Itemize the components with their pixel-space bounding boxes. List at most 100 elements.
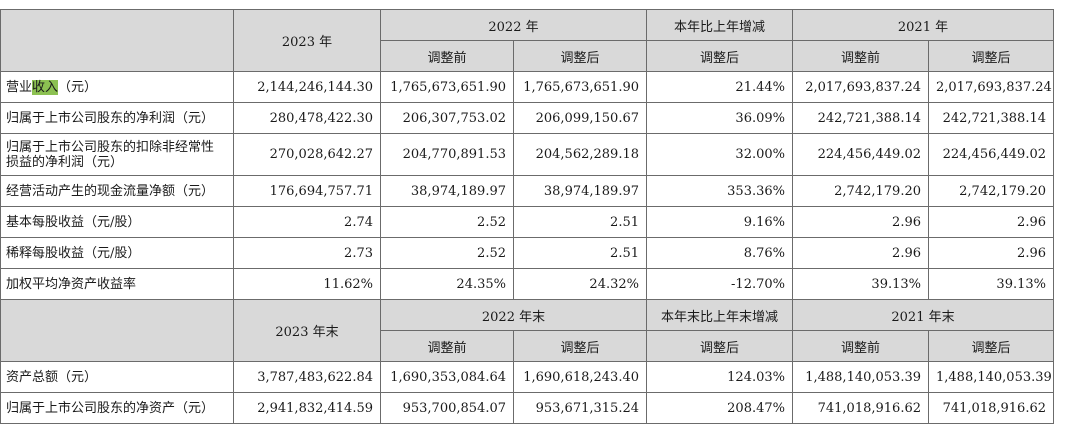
value-2021-before: 2,742,179.20 [792,175,929,207]
value-2022-after: 1,765,673,651.90 [513,71,647,103]
value-2022-after: 953,671,315.24 [513,392,647,424]
financial-data-table: 2023 年 2022 年 本年比上年增减 2021 年 调整前 调整后 调整后… [0,9,1054,424]
header-row: 2023 年 2022 年 本年比上年增减 2021 年 [0,9,1054,72]
value-2021-before: 2.96 [792,237,929,269]
header-2022-before: 调整前 [380,40,514,72]
value-change: 9.16% [646,206,793,238]
table-row: 基本每股收益（元/股） 2.74 2.52 2.51 9.16% 2.96 2.… [0,206,1054,238]
header-2022-after: 调整后 [513,330,647,362]
value-2023: 2.74 [233,206,381,238]
value-2021-before: 242,721,388.14 [792,102,929,134]
value-change: 124.03% [646,361,793,393]
value-2022-after: 2.51 [513,206,647,238]
value-2021-before: 741,018,916.62 [792,392,929,424]
value-change: 21.44% [646,71,793,103]
row-label: 经营活动产生的现金流量净额（元） [0,175,234,207]
value-2021-before: 39.13% [792,268,929,300]
value-change: 8.76% [646,237,793,269]
value-2022-before: 38,974,189.97 [380,175,514,207]
value-2021-after: 2.96 [928,206,1054,238]
value-2023: 11.62% [233,268,381,300]
value-2022-before: 206,307,753.02 [380,102,514,134]
header-subrow: 调整前 调整后 调整后 调整前 调整后 [1,330,1054,362]
value-2021-before: 1,488,140,053.39 [792,361,929,393]
header-2022-after: 调整后 [513,40,647,72]
value-2022-before: 1,765,673,651.90 [380,71,514,103]
value-2023: 270,028,642.27 [233,133,381,176]
value-2022-before: 24.35% [380,268,514,300]
header-change-after: 调整后 [646,330,793,362]
value-2022-after: 206,099,150.67 [513,102,647,134]
header-2022-before: 调整前 [380,330,514,362]
value-change: 36.09% [646,102,793,134]
row-label: 归属于上市公司股东的净资产（元） [0,392,234,424]
header-2021-after: 调整后 [928,330,1054,362]
header-2021: 2021 年 [792,9,1054,41]
highlighted-text: 收入 [32,79,59,95]
header-2021-before: 调整前 [792,330,929,362]
value-change: -12.70% [646,268,793,300]
header-corner-cell [0,299,234,362]
table-row: 归属于上市公司股东的扣除非经常性损益的净利润（元） 270,028,642.27… [0,133,1054,176]
value-2023: 3,787,483,622.84 [233,361,381,393]
value-2022-before: 953,700,854.07 [380,392,514,424]
table-row: 加权平均净资产收益率 11.62% 24.35% 24.32% -12.70% … [0,268,1054,300]
header-change: 本年比上年增减 [646,9,793,41]
value-2022-after: 24.32% [513,268,647,300]
value-2023: 2.73 [233,237,381,269]
value-2021-before: 2.96 [792,206,929,238]
value-2022-after: 204,562,289.18 [513,133,647,176]
row-label: 资产总额（元） [0,361,234,393]
value-2021-after: 2,017,693,837.24 [928,71,1054,103]
value-2022-before: 2.52 [380,237,514,269]
value-change: 353.36% [646,175,793,207]
header-2021-end: 2021 年末 [792,299,1054,331]
row-label: 基本每股收益（元/股） [0,206,234,238]
value-2023: 2,941,832,414.59 [233,392,381,424]
table-row: 资产总额（元） 3,787,483,622.84 1,690,353,084.6… [0,361,1054,393]
header-2021-before: 调整前 [792,40,929,72]
value-2021-before: 2,017,693,837.24 [792,71,929,103]
header-2022: 2022 年 [380,9,647,41]
value-2022-before: 1,690,353,084.64 [380,361,514,393]
header-corner-cell [0,9,234,72]
table-row: 营业收入（元） 2,144,246,144.30 1,765,673,651.9… [0,71,1054,103]
header-subrow: 调整前 调整后 调整后 调整前 调整后 [1,40,1054,72]
table-row: 稀释每股收益（元/股） 2.73 2.52 2.51 8.76% 2.96 2.… [0,237,1054,269]
value-2021-after: 2,742,179.20 [928,175,1054,207]
value-2021-after: 242,721,388.14 [928,102,1054,134]
header-change-after: 调整后 [646,40,793,72]
value-2023: 2,144,246,144.30 [233,71,381,103]
value-change: 32.00% [646,133,793,176]
header-2021-after: 调整后 [928,40,1054,72]
value-2023: 280,478,422.30 [233,102,381,134]
value-2021-after: 1,488,140,053.39 [928,361,1054,393]
header-row: 2023 年末 2022 年末 本年末比上年末增减 2021 年末 [0,299,1054,362]
value-2022-after: 2.51 [513,237,647,269]
row-label-suffix: （元） [58,79,98,95]
table-row: 归属于上市公司股东的净利润（元） 280,478,422.30 206,307,… [0,102,1054,134]
table-row: 经营活动产生的现金流量净额（元） 176,694,757.71 38,974,1… [0,175,1054,207]
header-2023-end: 2023 年末 [233,299,381,362]
value-change: 208.47% [646,392,793,424]
value-2022-after: 38,974,189.97 [513,175,647,207]
header-2023: 2023 年 [233,9,381,72]
row-label: 稀释每股收益（元/股） [0,237,234,269]
value-2022-after: 1,690,618,243.40 [513,361,647,393]
table-row: 归属于上市公司股东的净资产（元） 2,941,832,414.59 953,70… [0,392,1054,424]
row-label: 营业收入（元） [0,71,234,103]
value-2021-after: 39.13% [928,268,1054,300]
value-2021-after: 224,456,449.02 [928,133,1054,176]
row-label-prefix: 营业 [6,79,33,95]
value-2021-after: 2.96 [928,237,1054,269]
header-2022-end: 2022 年末 [380,299,647,331]
value-2022-before: 2.52 [380,206,514,238]
row-label: 归属于上市公司股东的净利润（元） [0,102,234,134]
value-2021-after: 741,018,916.62 [928,392,1054,424]
row-label: 归属于上市公司股东的扣除非经常性损益的净利润（元） [0,133,234,176]
header-change-end: 本年末比上年末增减 [646,299,793,331]
row-label: 加权平均净资产收益率 [0,268,234,300]
value-2022-before: 204,770,891.53 [380,133,514,176]
value-2023: 176,694,757.71 [233,175,381,207]
value-2021-before: 224,456,449.02 [792,133,929,176]
